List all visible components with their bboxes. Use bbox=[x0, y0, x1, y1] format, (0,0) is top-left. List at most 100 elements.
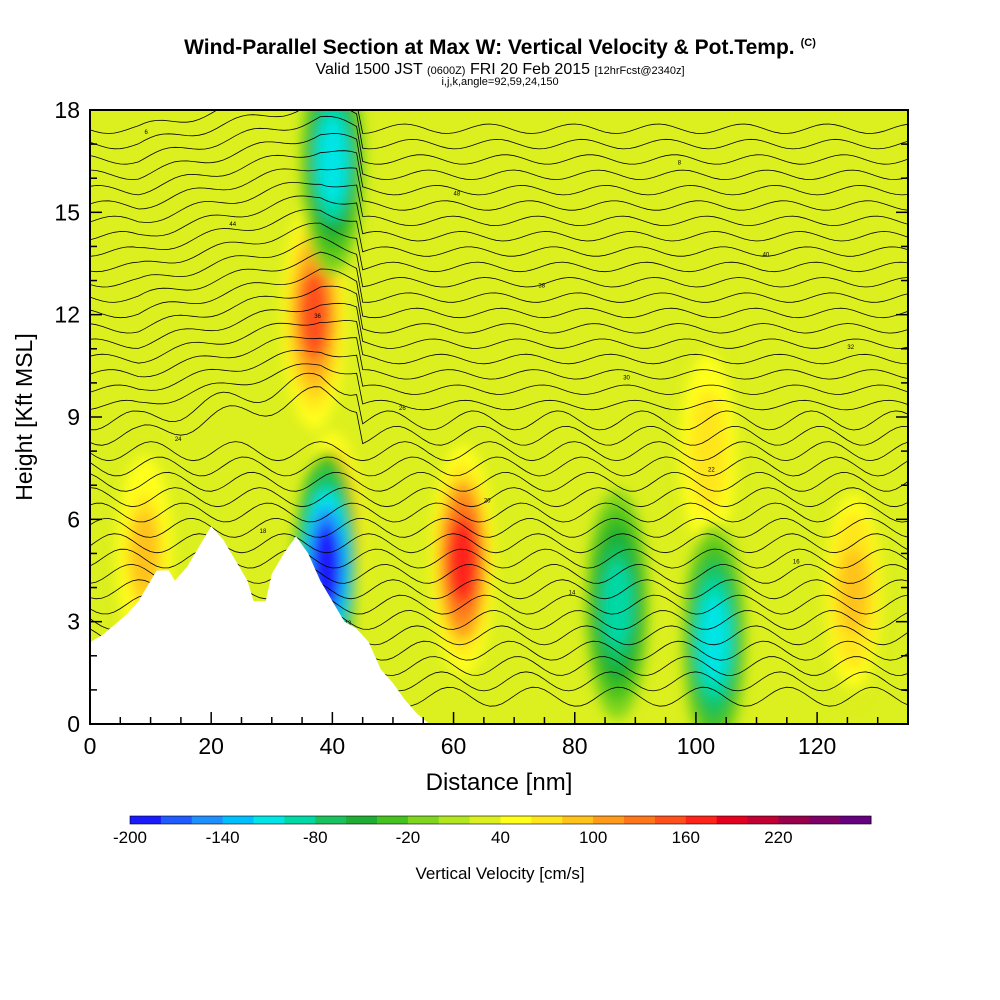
colorbar bbox=[129, 815, 872, 825]
downdraft-feature-7 bbox=[699, 595, 729, 682]
downdraft-feature-9 bbox=[317, 118, 347, 205]
colorbar-swatch bbox=[253, 816, 285, 824]
theta-contour-line bbox=[90, 456, 908, 477]
colorbar-swatch bbox=[160, 816, 193, 824]
colorbar-swatch bbox=[500, 816, 532, 824]
theta-contour-label: 32 bbox=[847, 345, 854, 351]
terrain-mask bbox=[90, 526, 908, 724]
colorbar-swatch bbox=[778, 816, 810, 824]
colorbar-swatch bbox=[377, 816, 409, 824]
theta-contour-label: 18 bbox=[260, 529, 267, 535]
theta-contour-label: 36 bbox=[314, 314, 321, 320]
x-tick-label: 60 bbox=[441, 733, 467, 759]
theta-contour-label: 30 bbox=[623, 375, 630, 381]
theta-contour-line bbox=[90, 167, 908, 211]
theta-contour-line bbox=[90, 320, 908, 365]
theta-contour-label: 8 bbox=[678, 161, 682, 167]
valid-utc-text: (0600Z) bbox=[426, 65, 466, 77]
theta-contour-line bbox=[90, 349, 908, 395]
colorbar-tick-label: 160 bbox=[671, 828, 700, 847]
theta-contour-line bbox=[90, 236, 908, 288]
colorbar-swatch bbox=[593, 816, 625, 824]
colorbar-swatch bbox=[531, 816, 563, 824]
theta-contour-line bbox=[90, 222, 908, 273]
colorbar-swatch bbox=[407, 816, 440, 824]
theta-contour-line bbox=[90, 517, 908, 538]
theta-contour-label: 48 bbox=[454, 191, 461, 197]
x-axis: 0 20 40 60 80 100 120 bbox=[84, 712, 909, 759]
theta-contour-line bbox=[90, 487, 908, 508]
colorbar-swatch bbox=[747, 816, 779, 824]
copyright-mark: (C) bbox=[800, 37, 816, 49]
theta-contour-line bbox=[90, 471, 908, 492]
y-tick-label: 3 bbox=[67, 609, 80, 635]
theta-contour-label: 16 bbox=[793, 560, 800, 566]
theta-contour-line bbox=[90, 195, 908, 242]
theta-contour-label: 40 bbox=[763, 253, 770, 259]
colorbar-swatch bbox=[809, 816, 841, 824]
theta-contour-label: 20 bbox=[484, 498, 491, 504]
colorbar-swatch bbox=[191, 816, 224, 824]
colorbar-swatch bbox=[346, 816, 378, 824]
theta-contour-line bbox=[90, 150, 908, 196]
theta-contour-line bbox=[90, 502, 908, 523]
y-tick-label: 0 bbox=[67, 711, 80, 737]
x-tick-label: 100 bbox=[677, 733, 715, 759]
theta-contour-line bbox=[90, 372, 908, 431]
theta-contour-label: 24 bbox=[175, 437, 182, 443]
colorbar-swatch bbox=[716, 816, 748, 824]
theta-contour-line bbox=[90, 363, 908, 411]
colorbar-tick-label: 100 bbox=[578, 828, 608, 847]
theta-contour-line bbox=[90, 209, 908, 257]
theta-contour-line bbox=[90, 336, 908, 380]
x-tick-label: 0 bbox=[84, 733, 97, 759]
colorbar-swatch bbox=[130, 816, 162, 824]
colorbar-swatch bbox=[284, 816, 316, 824]
x-tick-label: 40 bbox=[320, 733, 346, 759]
theta-contour-line bbox=[90, 441, 908, 462]
colorbar-tick-label: 220 bbox=[764, 828, 793, 847]
terrain-shape bbox=[90, 526, 908, 724]
y-tick-label: 9 bbox=[67, 404, 80, 430]
chart-subtitle: Valid 1500 JST (0600Z) FRI 20 Feb 2015 [… bbox=[0, 61, 1000, 79]
theta-contour-line bbox=[90, 110, 908, 134]
updraft-feature-5 bbox=[130, 510, 159, 597]
theta-contour-line bbox=[90, 268, 908, 319]
colorbar-tick-label: 40 bbox=[491, 828, 510, 847]
x-axis-label: Distance [nm] bbox=[426, 769, 573, 796]
chart-title-main: Wind-Parallel Section at Max W: Vertical… bbox=[184, 36, 795, 59]
updraft-feature-3 bbox=[839, 547, 868, 634]
theta-contour-label: 38 bbox=[538, 283, 545, 289]
theta-contour-line bbox=[90, 182, 908, 227]
y-tick-label: 12 bbox=[54, 302, 80, 328]
updraft-feature-4 bbox=[693, 408, 723, 495]
colorbar-swatch bbox=[840, 816, 872, 824]
x-tick-label: 120 bbox=[798, 733, 836, 759]
y-axis-label: Height [Kft MSL] bbox=[11, 333, 37, 500]
grid-indices-text: i,j,k,angle=92,59,24,150 bbox=[441, 76, 559, 88]
x-tick-label: 20 bbox=[198, 733, 224, 759]
colorbar-swatch bbox=[438, 816, 471, 824]
theta-contour-line bbox=[90, 133, 908, 181]
colorbar-frame bbox=[129, 815, 872, 825]
colorbar-tick-label: -80 bbox=[302, 828, 328, 847]
colorbar-swatch bbox=[624, 816, 656, 824]
theta-contour-line bbox=[90, 285, 908, 334]
colorbar-swatch bbox=[654, 816, 687, 824]
colorbar-tick-label: -20 bbox=[395, 828, 421, 847]
x-tick-label: 80 bbox=[562, 733, 588, 759]
y-tick-label: 15 bbox=[54, 199, 80, 225]
forecast-text: [12hrFcst@2340z] bbox=[594, 65, 685, 77]
theta-contour-label: 14 bbox=[569, 590, 576, 596]
theta-contour-label: 44 bbox=[229, 222, 236, 228]
updraft-feature-0 bbox=[448, 517, 478, 604]
theta-contour-label: 6 bbox=[145, 130, 149, 136]
theta-contour-label: 22 bbox=[708, 468, 715, 474]
valid-time-text: Valid 1500 JST bbox=[315, 61, 423, 78]
colorbar-swatch bbox=[315, 816, 347, 824]
valid-date-text: FRI 20 Feb 2015 bbox=[469, 61, 591, 78]
colorbar-swatch bbox=[562, 816, 594, 824]
theta-contour-label: 26 bbox=[399, 406, 406, 412]
